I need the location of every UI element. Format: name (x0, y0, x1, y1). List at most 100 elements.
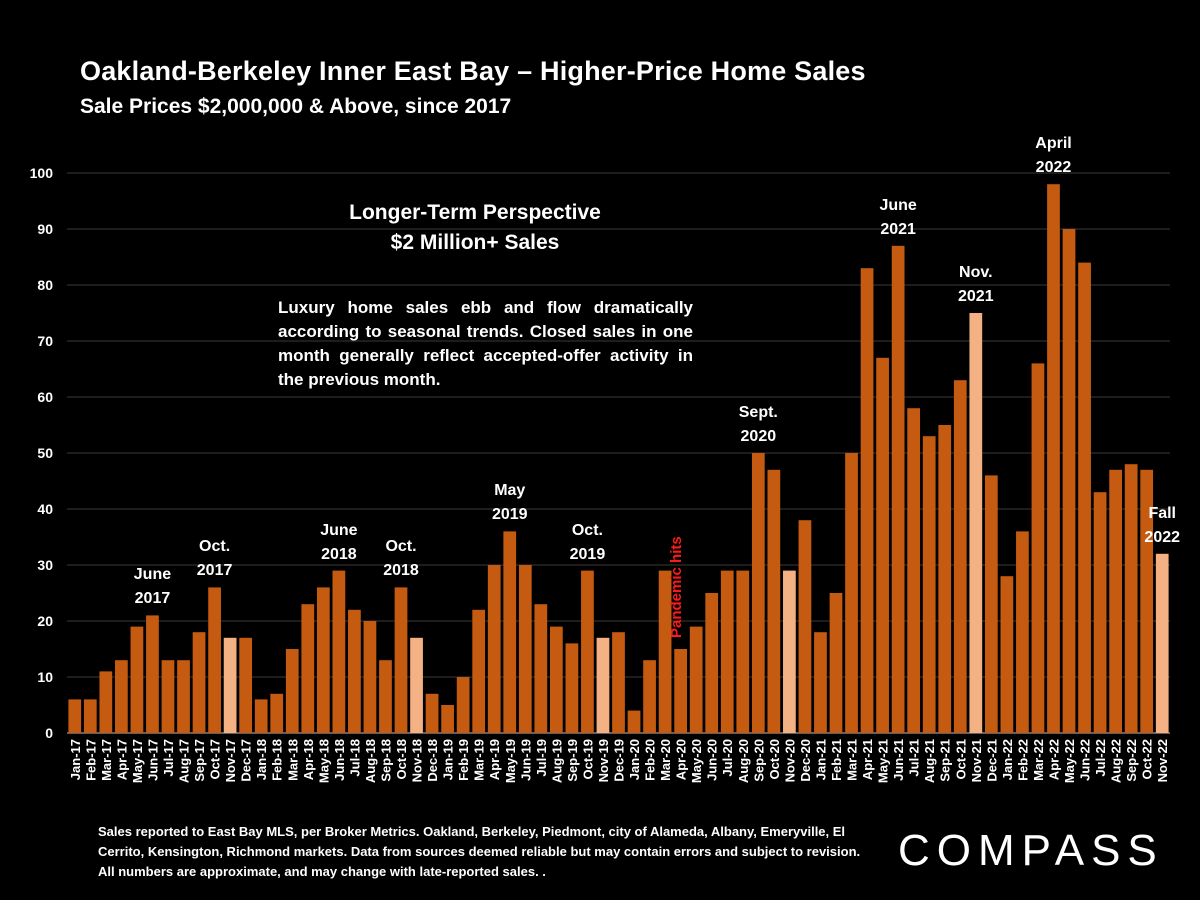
x-tick-label: Aug-19 (549, 739, 564, 783)
bar (301, 604, 315, 733)
annotation-line: Sept. (738, 404, 778, 421)
bar (503, 531, 517, 733)
x-tick-label: Feb-17 (83, 739, 98, 781)
y-tick-label: 50 (37, 445, 53, 461)
bar-annotation: Sept. 2020 (739, 401, 778, 449)
bar (1093, 492, 1107, 733)
x-tick-label: Jul-22 (1093, 739, 1108, 777)
bar (254, 699, 268, 733)
bar (922, 436, 936, 733)
annotation-line: June (320, 521, 358, 539)
x-tick-label: Jan-19 (441, 739, 456, 780)
bar-annotation: Oct. 2017 (197, 535, 233, 583)
bar (1140, 469, 1154, 733)
bar (751, 453, 765, 733)
x-tick-label: May-18 (316, 739, 331, 783)
x-tick-label: Oct-19 (580, 739, 595, 779)
description-text: Luxury home sales ebb and flow dramatica… (278, 298, 693, 389)
x-tick-label: May-22 (1062, 739, 1077, 783)
bar (456, 677, 470, 733)
x-tick-label: Jul-19 (534, 739, 549, 777)
x-tick-label: Aug-17 (177, 739, 192, 783)
bar (689, 626, 703, 733)
bar (860, 268, 874, 733)
bar (1078, 262, 1091, 733)
x-tick-label: Aug-18 (363, 739, 378, 783)
x-tick-label: Nov-21 (969, 739, 984, 782)
x-tick-label: Sep-22 (1124, 739, 1139, 782)
x-tick-label: Apr-17 (114, 739, 129, 780)
annotation-line: 2022 (1035, 159, 1072, 177)
x-tick-label: Feb-21 (829, 739, 844, 781)
perspective-line2: $2 Million+ Sales (390, 231, 560, 254)
x-tick-label: Apr-18 (301, 739, 316, 780)
x-tick-label: May-17 (130, 739, 145, 783)
bar-chart: 0 10 20 30 40 50 60 70 80 90 100 Jan-17 Feb-17 Mar-17… (30, 165, 1171, 783)
bar (891, 245, 905, 734)
x-tick-label: Jun-21 (891, 739, 906, 781)
annotation-line: May (494, 482, 526, 500)
bar (720, 570, 734, 733)
bar (83, 699, 97, 733)
bar (565, 643, 579, 733)
bar (736, 570, 750, 733)
x-tick-label: Jul-20 (720, 739, 735, 777)
x-tick-label: Oct-17 (208, 739, 223, 779)
bar (612, 632, 625, 733)
x-tick-label: Dec-21 (984, 739, 999, 782)
x-tick-label: Feb-18 (270, 739, 285, 781)
bar (348, 609, 361, 733)
x-tick-label: Aug-20 (736, 739, 751, 783)
annotation-line: June (879, 196, 917, 214)
x-tick-label: Mar-18 (285, 739, 300, 781)
x-tick-label: Oct-20 (767, 739, 782, 779)
bar (177, 660, 190, 733)
x-tick-label: Jan-20 (627, 739, 642, 780)
bar (1155, 553, 1169, 733)
y-tick-label: 40 (37, 501, 53, 517)
y-tick-label: 80 (37, 277, 53, 293)
x-tick-label: Mar-19 (472, 739, 487, 781)
annotation-line: April (1035, 135, 1072, 153)
bar (907, 408, 921, 733)
chart-subtitle: Sale Prices $2,000,000 & Above, since 20… (80, 95, 512, 118)
y-tick-label: 30 (37, 557, 53, 573)
bar-annotation: Oct. 2019 (570, 519, 606, 567)
x-tick-label: Apr-20 (674, 739, 689, 780)
bar (984, 475, 998, 733)
y-tick-label: 10 (37, 669, 53, 685)
x-tick-label: Apr-19 (487, 739, 502, 780)
bar (518, 565, 532, 733)
x-tick-label: Oct-18 (394, 739, 409, 779)
x-tick-label: Apr-22 (1046, 739, 1061, 780)
y-tick-label: 100 (30, 165, 54, 181)
x-tick-label: Oct-21 (953, 739, 968, 779)
bar (316, 587, 330, 733)
x-tick-label: Dec-17 (239, 739, 254, 782)
x-tick-label: Jun-18 (332, 739, 347, 781)
bar-annotation: Nov. 2021 (958, 261, 994, 309)
x-tick-label: May-19 (503, 739, 518, 783)
perspective-heading: Longer-Term Perspective $2 Million+ Sale… (300, 198, 650, 258)
perspective-line1: Longer-Term Perspective (349, 201, 601, 224)
bar (1124, 464, 1138, 733)
x-tick-label: Jul-17 (161, 739, 176, 777)
bar (581, 570, 594, 733)
x-tick-label: Jun-17 (145, 739, 160, 781)
x-tick-label: May-20 (689, 739, 704, 783)
footnote: Sales reported to East Bay MLS, per Brok… (98, 824, 861, 879)
bar (1109, 469, 1122, 733)
bar (783, 570, 796, 733)
annotation-line: Oct. (385, 538, 417, 556)
bar (643, 660, 656, 733)
bar (130, 626, 144, 733)
x-tick-label: Feb-22 (1015, 739, 1030, 781)
bar (1016, 531, 1029, 733)
bar (441, 705, 454, 733)
y-tick-label: 20 (37, 613, 53, 629)
bar (379, 660, 392, 733)
x-tick-label: Jul-21 (907, 739, 922, 777)
bar (285, 649, 299, 733)
x-tick-label: Mar-22 (1031, 739, 1046, 781)
bar (223, 637, 237, 733)
